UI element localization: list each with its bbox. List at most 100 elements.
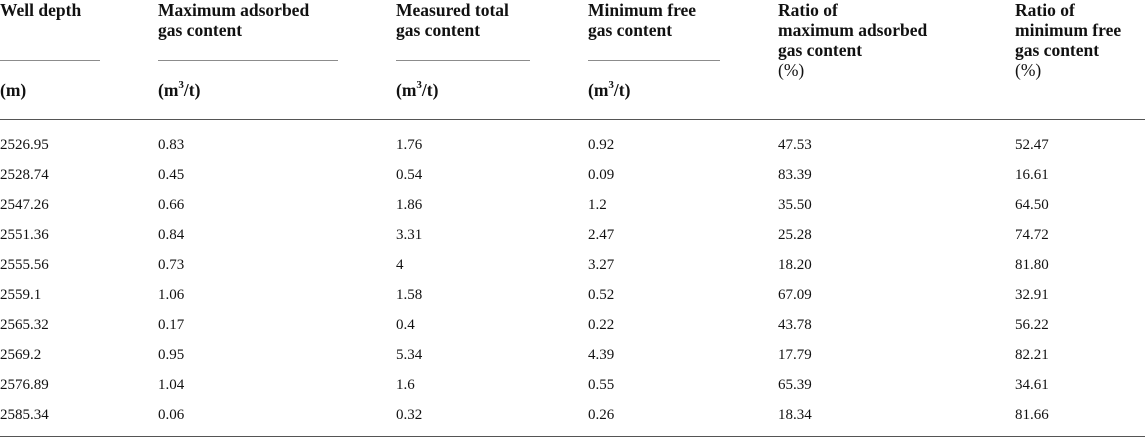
header-line: gas content (778, 40, 863, 60)
table-row: 2576.89 1.04 1.6 0.55 65.39 34.61 (0, 370, 1145, 400)
cell-ratio-max-adsorbed: 47.53 (778, 137, 812, 153)
cell-min-free: 0.55 (588, 377, 615, 393)
header-line: Ratio of (778, 0, 838, 20)
table-row: 2555.56 0.73 4 3.27 18.20 81.80 (0, 250, 1145, 280)
unit-superscript: 3 (416, 79, 422, 92)
unit-measured-total: (m3/t) (396, 80, 438, 100)
table-bottom-rule (0, 436, 1145, 437)
cell-max-adsorbed: 1.06 (158, 287, 185, 303)
unit-well-depth: (m) (0, 80, 26, 100)
cell-well-depth: 2547.26 (0, 197, 49, 213)
cell-ratio-max-adsorbed: 17.79 (778, 347, 812, 363)
header-min-free: Minimum free gas content (588, 0, 696, 40)
cell-well-depth: 2528.74 (0, 167, 49, 183)
unit-text: (m) (0, 80, 27, 100)
header-line: gas content (1015, 40, 1100, 60)
cell-ratio-max-adsorbed: 65.39 (778, 377, 812, 393)
cell-max-adsorbed: 0.73 (158, 257, 185, 273)
cell-measured-total: 0.4 (396, 317, 415, 333)
cell-measured-total: 0.32 (396, 407, 423, 423)
cell-max-adsorbed: 0.45 (158, 167, 185, 183)
cell-max-adsorbed: 0.83 (158, 137, 185, 153)
table-row: 2565.32 0.17 0.4 0.22 43.78 56.22 (0, 310, 1145, 340)
unit-text: (m (396, 80, 417, 100)
header-line: (%) (778, 60, 805, 80)
cell-well-depth: 2576.89 (0, 377, 49, 393)
cell-ratio-max-adsorbed: 35.50 (778, 197, 812, 213)
cell-well-depth: 2559.1 (0, 287, 42, 303)
header-max-adsorbed: Maximum adsorbed gas content (158, 0, 309, 40)
unit-superscript: 3 (178, 79, 184, 92)
cell-min-free: 0.92 (588, 137, 615, 153)
unit-superscript: 3 (608, 79, 614, 92)
cell-ratio-max-adsorbed: 18.20 (778, 257, 812, 273)
header-line: Minimum free (588, 0, 697, 20)
cell-max-adsorbed: 0.95 (158, 347, 185, 363)
cell-well-depth: 2569.2 (0, 347, 42, 363)
cell-well-depth: 2555.56 (0, 257, 49, 273)
cell-measured-total: 3.31 (396, 227, 423, 243)
cell-max-adsorbed: 0.06 (158, 407, 185, 423)
cell-min-free: 2.47 (588, 227, 615, 243)
table-body: 2526.95 0.83 1.76 0.92 47.53 52.47 2528.… (0, 130, 1145, 430)
table-header-divider (0, 119, 1145, 120)
header-line: Ratio of (1015, 0, 1075, 20)
cell-measured-total: 1.58 (396, 287, 423, 303)
header-line: minimum free (1015, 20, 1122, 40)
cell-measured-total: 1.86 (396, 197, 423, 213)
cell-ratio-max-adsorbed: 18.34 (778, 407, 812, 423)
header-line: gas content (396, 20, 481, 40)
cell-ratio-min-free: 32.91 (1015, 287, 1049, 303)
header-rule (588, 60, 720, 61)
cell-measured-total: 1.6 (396, 377, 415, 393)
header-line: gas content (588, 20, 673, 40)
cell-ratio-min-free: 34.61 (1015, 377, 1049, 393)
cell-measured-total: 0.54 (396, 167, 423, 183)
cell-measured-total: 4 (396, 257, 404, 273)
cell-well-depth: 2526.95 (0, 137, 49, 153)
cell-well-depth: 2551.36 (0, 227, 49, 243)
header-rule (396, 60, 530, 61)
cell-min-free: 0.22 (588, 317, 615, 333)
table-row: 2559.1 1.06 1.58 0.52 67.09 32.91 (0, 280, 1145, 310)
cell-ratio-min-free: 81.66 (1015, 407, 1049, 423)
cell-ratio-min-free: 56.22 (1015, 317, 1049, 333)
table-row: 2547.26 0.66 1.86 1.2 35.50 64.50 (0, 190, 1145, 220)
cell-ratio-max-adsorbed: 67.09 (778, 287, 812, 303)
cell-well-depth: 2585.34 (0, 407, 49, 423)
cell-ratio-min-free: 81.80 (1015, 257, 1049, 273)
header-line: gas content (158, 20, 243, 40)
header-line: (%) (1015, 60, 1042, 80)
unit-text-end: /t) (183, 80, 201, 100)
unit-min-free: (m3/t) (588, 80, 630, 100)
cell-min-free: 0.09 (588, 167, 615, 183)
header-rule (0, 60, 100, 61)
cell-max-adsorbed: 0.66 (158, 197, 185, 213)
cell-ratio-max-adsorbed: 43.78 (778, 317, 812, 333)
header-line: Maximum adsorbed (158, 0, 310, 20)
table-row: 2551.36 0.84 3.31 2.47 25.28 74.72 (0, 220, 1145, 250)
cell-measured-total: 1.76 (396, 137, 423, 153)
header-measured-total: Measured total gas content (396, 0, 509, 40)
header-ratio-min-free: Ratio of minimum free gas content (%) (1015, 0, 1121, 80)
cell-ratio-min-free: 74.72 (1015, 227, 1049, 243)
cell-ratio-min-free: 52.47 (1015, 137, 1049, 153)
unit-max-adsorbed: (m3/t) (158, 80, 200, 100)
unit-text-end: /t) (421, 80, 439, 100)
cell-ratio-min-free: 82.21 (1015, 347, 1049, 363)
cell-ratio-max-adsorbed: 25.28 (778, 227, 812, 243)
cell-max-adsorbed: 1.04 (158, 377, 185, 393)
cell-min-free: 1.2 (588, 197, 607, 213)
unit-text-end: /t) (613, 80, 631, 100)
header-well-depth: Well depth (0, 0, 81, 20)
cell-ratio-min-free: 16.61 (1015, 167, 1049, 183)
cell-min-free: 3.27 (588, 257, 615, 273)
header-rule (158, 60, 338, 61)
table-row: 2585.34 0.06 0.32 0.26 18.34 81.66 (0, 400, 1145, 430)
header-line: Measured total (396, 0, 509, 20)
table-row: 2528.74 0.45 0.54 0.09 83.39 16.61 (0, 160, 1145, 190)
cell-ratio-min-free: 64.50 (1015, 197, 1049, 213)
cell-min-free: 0.52 (588, 287, 615, 303)
cell-ratio-max-adsorbed: 83.39 (778, 167, 812, 183)
cell-well-depth: 2565.32 (0, 317, 49, 333)
